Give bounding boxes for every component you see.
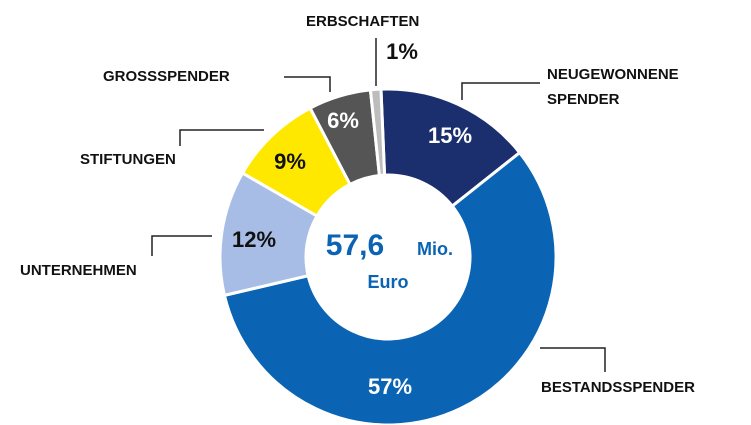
value-label: 6% <box>327 108 359 133</box>
labels: NEUGEWONNENE SPENDER 15% BESTANDSSPENDER 57%… <box>20 13 695 399</box>
center-value: 57,6 <box>326 229 384 262</box>
leader-line <box>284 76 331 92</box>
category-label: UNTERNEHMEN <box>20 262 137 279</box>
value-label: 15% <box>428 123 472 148</box>
center-label: Euro <box>367 272 408 292</box>
value-label: 1% <box>386 39 418 64</box>
leader-line <box>179 129 264 146</box>
category-label: BESTANDSSPENDER <box>541 379 695 396</box>
category-label: GROSSSPENDER <box>103 68 230 85</box>
leader-line <box>151 235 212 256</box>
category-label: STIFTUNGEN <box>80 151 176 168</box>
value-label: 12% <box>232 227 276 252</box>
center-unit: Mio. <box>417 239 453 259</box>
leader-line <box>461 82 540 100</box>
category-label: ERBSCHAFTEN <box>306 13 419 30</box>
value-label: 9% <box>274 149 306 174</box>
slices <box>218 87 558 425</box>
value-label: 57% <box>368 374 412 399</box>
slice <box>222 150 558 425</box>
category-label: NEUGEWONNENE SPENDER <box>547 66 679 108</box>
slice <box>368 87 387 178</box>
leader-line <box>540 347 606 372</box>
